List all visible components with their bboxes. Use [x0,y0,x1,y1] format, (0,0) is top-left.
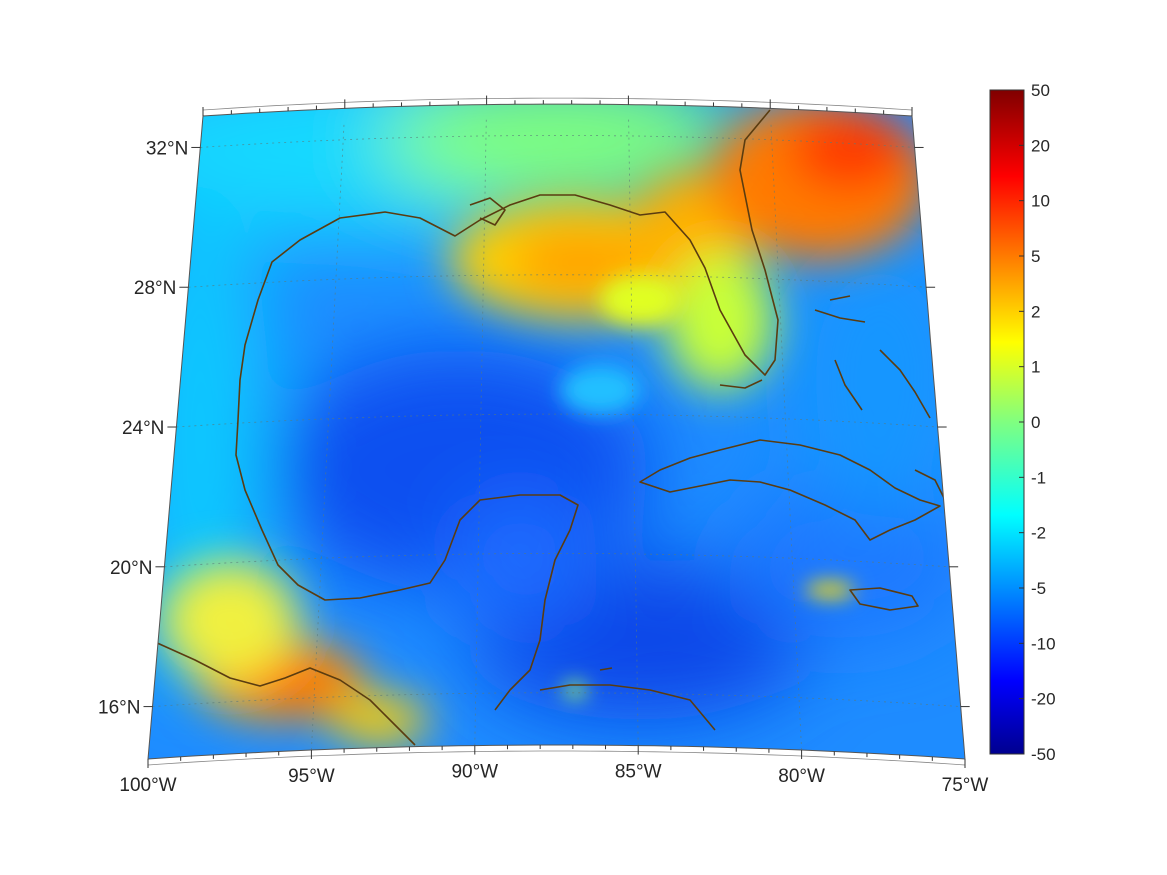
coastline-us-gulf [237,109,779,421]
coastline-pacific-mexico [154,641,416,746]
lat-tick-label: 16°N [98,698,140,719]
lon-tick-label: 80°W [778,766,825,787]
graticule-parallel [164,553,950,568]
colorbar-tick-label: -2 [1031,524,1046,543]
coastline-hispaniola [914,469,946,501]
coastlines [154,109,946,746]
lat-tick-label: 20°N [110,558,152,579]
map-frame-outer [147,97,966,766]
coastline-central-america [539,684,716,731]
colorbar-tick-label: -50 [1031,745,1056,764]
colorbar-gradient [989,89,1025,755]
lon-tick-label: 95°W [288,766,335,787]
graticule-meridian [474,118,487,746]
coastline-delta [469,197,506,226]
coastline-cuba [639,439,941,541]
lat-tick-label: 32°N [146,138,188,159]
coastline-islands [599,379,763,671]
lon-tick-label: 75°W [942,775,989,796]
graticule-parallel [152,692,961,707]
coastline-mexico-east [235,419,579,711]
latitude-labels: 32°N 28°N 24°N 20°N 16°N [98,138,188,718]
colorbar-tick-label: 50 [1031,81,1050,100]
graticule [148,118,965,760]
lon-tick-label: 85°W [615,762,662,783]
colorbar-tick-label: -20 [1031,690,1056,709]
colorbar-tick-label: 0 [1031,413,1040,432]
map-field [148,104,965,760]
coastline-jamaica [849,587,919,611]
colorbar-tick-label: 5 [1031,247,1040,266]
graticule-parallel [200,134,915,148]
colorbar-tick-label: 1 [1031,358,1040,377]
graticule-meridian [628,118,639,746]
longitude-labels: 100°W 95°W 90°W 85°W 80°W 75°W [119,762,988,796]
colorbar-tick-label: -1 [1031,468,1046,487]
graticule-meridian [311,122,345,751]
colorbar-tick-label: 20 [1031,136,1050,155]
coastline-bahamas [814,295,931,419]
graticule-meridian [770,122,802,751]
map-ticks [143,95,970,768]
lat-tick-label: 28°N [134,278,176,299]
colorbar-tick-label: 2 [1031,302,1040,321]
colorbar-tick-label: -10 [1031,634,1056,653]
lat-tick-label: 24°N [122,418,164,439]
lon-tick-label: 100°W [119,775,176,796]
lon-tick-label: 90°W [451,762,498,783]
colorbar-tick-label: 10 [1031,192,1050,211]
graticule-parallel [176,413,938,428]
colorbar-tick-label: -5 [1031,579,1046,598]
